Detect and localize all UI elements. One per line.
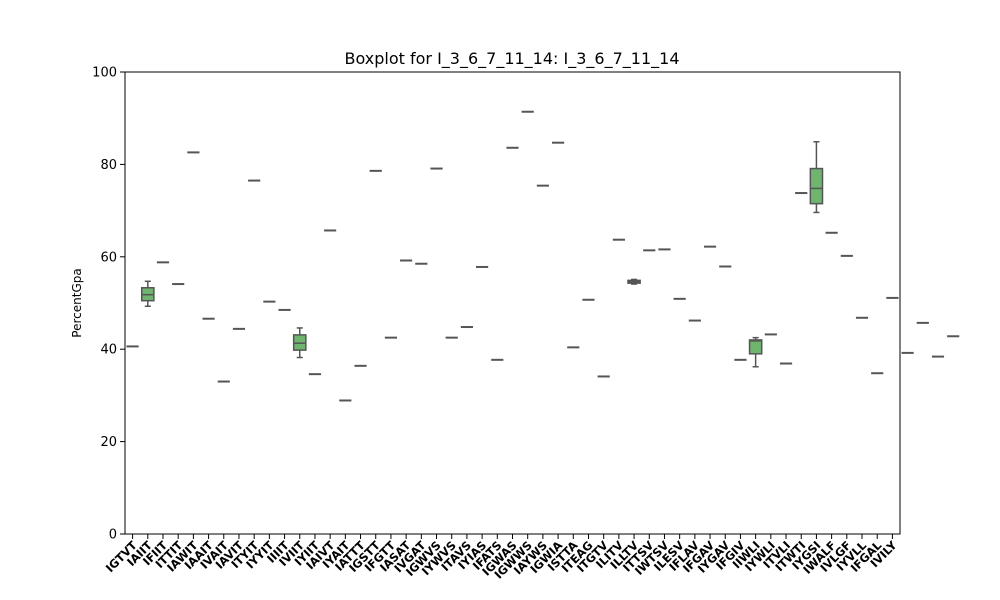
y-tick-label: 40 [100, 343, 117, 358]
box-body [748, 339, 763, 355]
y-tick-label: 20 [100, 435, 117, 450]
y-tick-label: 80 [100, 158, 117, 173]
y-axis-label: PercentGpa [70, 268, 84, 337]
box-body [809, 167, 824, 205]
chart-title: Boxplot for I_3_6_7_11_14: I_3_6_7_11_14 [344, 49, 679, 69]
y-tick-label: 60 [100, 250, 117, 265]
plot-area: 020406080100IGTVTIAIITIFIITITTITIAWITIAA… [92, 66, 960, 582]
y-tick-label: 0 [109, 528, 117, 543]
plot-frame [124, 71, 901, 535]
y-tick-label: 100 [92, 66, 117, 81]
